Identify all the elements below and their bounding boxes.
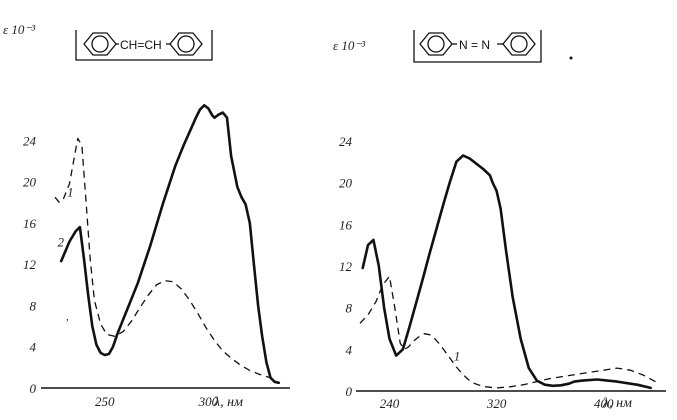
- y-tick-label: 0: [346, 384, 353, 399]
- absorption-curve-dashed: [359, 275, 658, 389]
- y-axis-label: ε 10⁻³: [3, 22, 36, 37]
- y-tick-label: 4: [346, 342, 353, 357]
- x-axis-label: λ, нм: [602, 396, 632, 411]
- molecule-label: CH=CH: [120, 38, 162, 52]
- x-tick-labels: 250 300: [95, 394, 219, 409]
- absorption-curve-dashed: [54, 137, 271, 379]
- y-tick-label: 24: [23, 133, 37, 148]
- x-tick-label: 240: [380, 396, 400, 411]
- aromatic-circle: [427, 35, 445, 53]
- aromatic-circle: [91, 35, 109, 53]
- stray-dot: [569, 56, 573, 60]
- stray-mark: ,: [66, 311, 69, 323]
- y-tick-label: 8: [30, 298, 37, 313]
- x-axis-label: λ, нм: [213, 395, 243, 410]
- y-tick-label: 16: [23, 216, 37, 231]
- y-tick-label: 8: [346, 301, 353, 316]
- benzene-ring-right: [502, 32, 536, 56]
- stilbene-structure: CH=CH: [75, 30, 213, 61]
- curve-labels: 12: [58, 184, 74, 249]
- curve-labels: 1: [454, 348, 461, 363]
- curve-number-label: 1: [454, 348, 461, 363]
- x-tick-label: 400: [594, 396, 614, 411]
- absorption-curve-solid: [59, 104, 281, 385]
- y-tick-label: 16: [339, 217, 353, 232]
- benzene-ring-right: [169, 32, 203, 56]
- x-tick-label: 300: [198, 394, 219, 409]
- y-tick-label: 20: [339, 176, 353, 191]
- spectrum-curves: [54, 104, 281, 385]
- curve-number-label: 2: [58, 235, 65, 250]
- y-tick-label: 20: [23, 175, 37, 190]
- aromatic-circle: [510, 35, 528, 53]
- azobenzene-structure: N = N: [413, 30, 542, 63]
- y-tick-label: 12: [339, 259, 353, 274]
- y-tick-label: 0: [30, 381, 37, 396]
- x-tick-label: 250: [95, 394, 115, 409]
- molecule-label: N = N: [459, 38, 490, 52]
- y-tick-labels: 0 4 8 12 16 20 24: [23, 133, 37, 396]
- y-axis-label: ε 10⁻³: [333, 38, 366, 53]
- y-tick-label: 24: [339, 134, 353, 149]
- azobenzene-spectrum-panel: ε 10⁻³ N = N 0 4 8 12 16 20 24 240 320 400 1 λ, …: [333, 30, 666, 411]
- curve-number-label: 1: [67, 184, 74, 199]
- y-tick-labels: 0 4 8 12 16 20 24: [339, 134, 353, 399]
- x-tick-labels: 240 320 400: [380, 396, 614, 411]
- y-tick-label: 4: [30, 340, 37, 355]
- x-tick-label: 320: [486, 396, 507, 411]
- molecule-frame: [75, 30, 213, 61]
- aromatic-circle: [177, 35, 195, 53]
- absorption-curve-solid: [361, 154, 652, 390]
- molecule-frame: [413, 30, 542, 63]
- y-tick-label: 12: [23, 257, 37, 272]
- spectrum-curves: [359, 154, 658, 390]
